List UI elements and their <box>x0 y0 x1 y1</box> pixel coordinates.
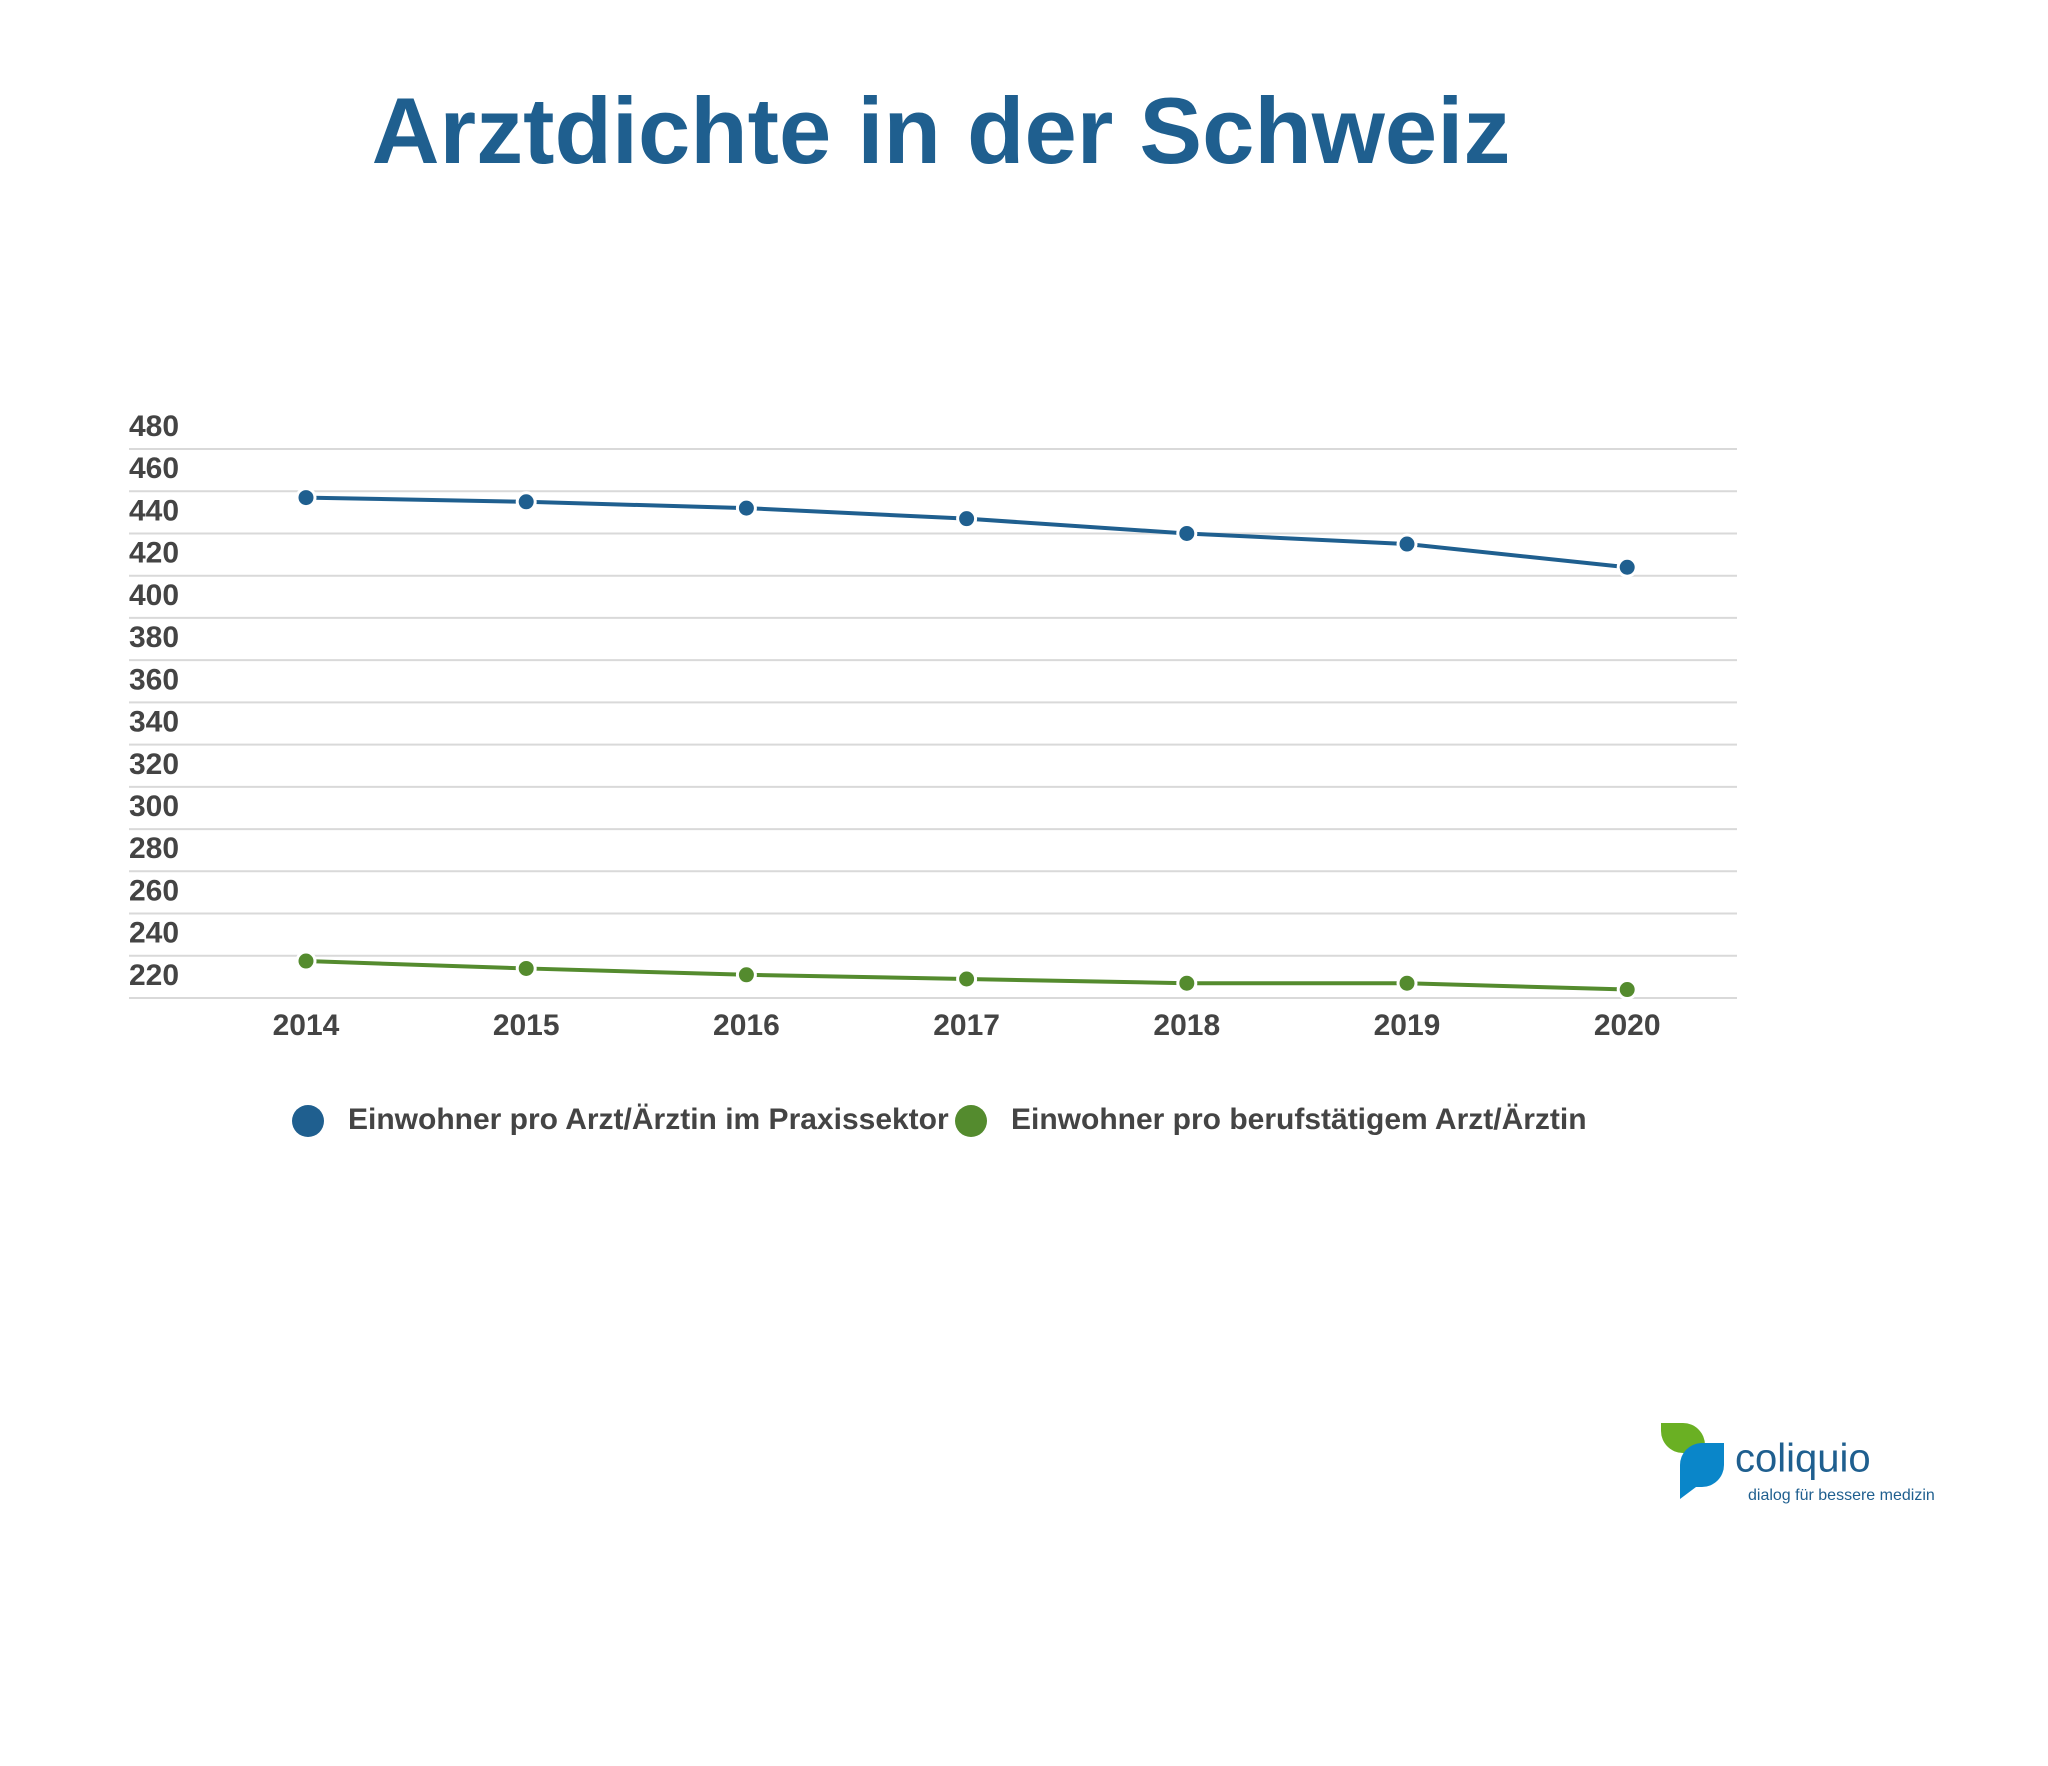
y-tick-label: 300 <box>129 790 179 823</box>
data-point <box>956 968 978 990</box>
data-point <box>735 964 757 986</box>
x-tick-label: 2016 <box>713 1009 780 1042</box>
y-tick-label: 260 <box>129 874 179 907</box>
y-tick-label: 460 <box>129 452 179 485</box>
y-tick-label: 380 <box>129 621 179 654</box>
data-point <box>515 491 537 513</box>
x-tick-label: 2018 <box>1153 1009 1220 1042</box>
x-tick-label: 2017 <box>933 1009 1000 1042</box>
chart-title: Arztdichte in der Schweiz <box>372 78 1511 183</box>
y-tick-label: 320 <box>129 748 179 781</box>
y-tick-label: 400 <box>129 579 179 612</box>
logo-tagline: dialog für bessere medizin <box>1748 1487 1935 1504</box>
legend-marker <box>955 1105 987 1137</box>
x-tick-label: 2015 <box>493 1009 560 1042</box>
data-point <box>1616 556 1638 578</box>
y-tick-label: 420 <box>129 537 179 570</box>
data-point <box>1616 979 1638 1001</box>
y-tick-label: 220 <box>129 959 179 992</box>
y-tick-label: 480 <box>129 410 179 443</box>
x-tick-label: 2020 <box>1594 1009 1661 1042</box>
legend-label: Einwohner pro berufstätigem Arzt/Ärztin <box>1011 1103 1587 1136</box>
logo-bubble <box>1680 1443 1724 1499</box>
data-point <box>515 957 537 979</box>
y-tick-label: 360 <box>129 663 179 696</box>
data-point <box>295 487 317 509</box>
data-point <box>295 950 317 972</box>
data-point <box>1396 533 1418 555</box>
x-tick-label: 2014 <box>273 1009 340 1042</box>
legend-marker <box>292 1105 324 1137</box>
y-tick-label: 240 <box>129 917 179 950</box>
y-tick-label: 280 <box>129 832 179 865</box>
data-point <box>735 497 757 519</box>
y-tick-label: 340 <box>129 706 179 739</box>
logo-name: coliquio <box>1735 1437 1871 1481</box>
legend-label: Einwohner pro Arzt/Ärztin im Praxissekto… <box>348 1103 949 1136</box>
data-point <box>956 508 978 530</box>
x-tick-label: 2019 <box>1374 1009 1441 1042</box>
data-point <box>1176 972 1198 994</box>
data-point <box>1396 972 1418 994</box>
series-line <box>305 495 1628 570</box>
y-tick-label: 440 <box>129 494 179 527</box>
data-point <box>1176 522 1198 544</box>
logo: coliquio dialog für bessere medizin <box>1661 1423 1935 1504</box>
